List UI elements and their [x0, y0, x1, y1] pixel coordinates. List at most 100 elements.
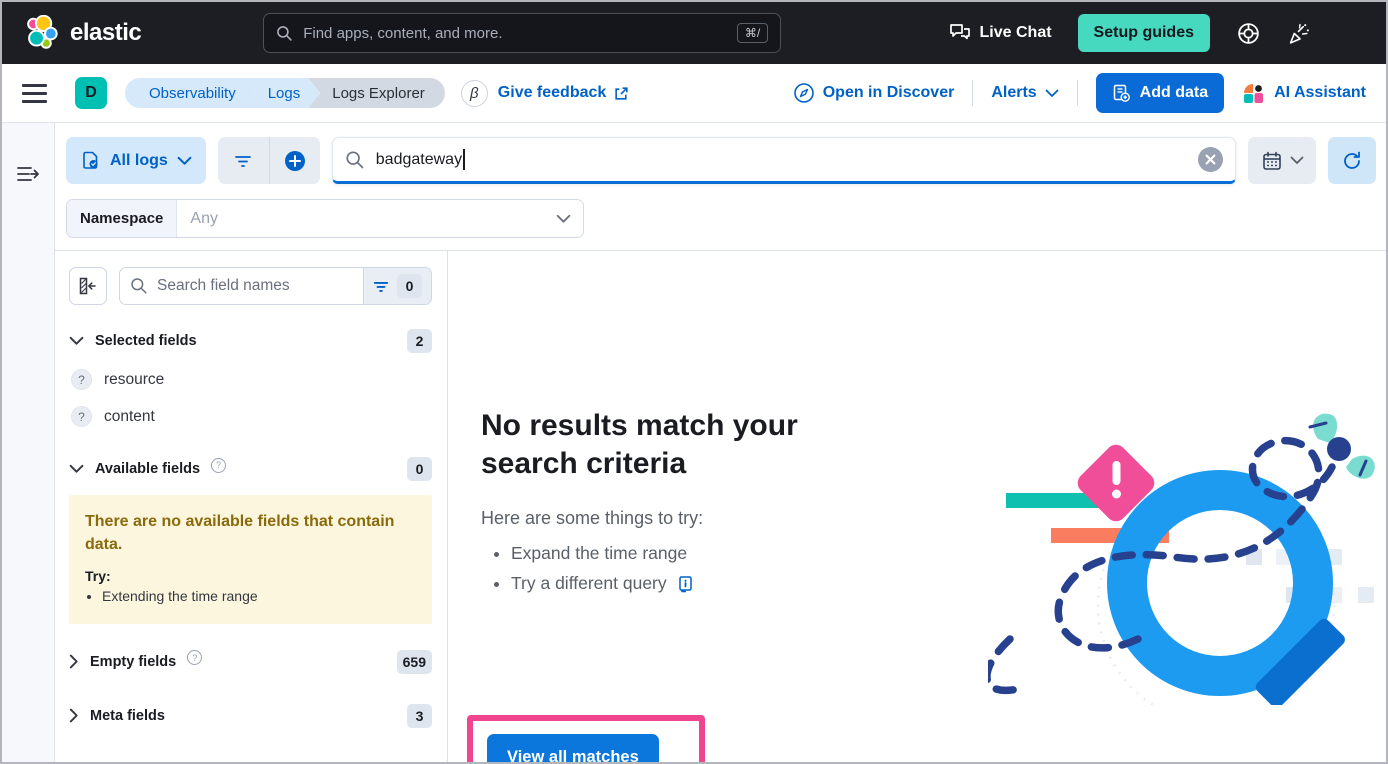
try-suggestion: Extending the time range [102, 587, 416, 607]
selected-fields-header[interactable]: Selected fields 2 [69, 329, 432, 353]
left-rail [2, 123, 55, 762]
global-header: elastic Find apps, content, and more. ⌘/… [2, 2, 1386, 64]
query-input[interactable]: badgateway [331, 137, 1236, 184]
help-button[interactable] [1236, 21, 1261, 46]
life-ring-icon [1238, 22, 1259, 44]
field-filter-button[interactable]: 0 [363, 268, 431, 304]
question-icon: ? [71, 406, 92, 427]
available-fields-count: 0 [407, 457, 432, 481]
field-item-content[interactable]: ? content [69, 406, 432, 427]
search-icon [277, 25, 292, 41]
collapse-sidebar-button[interactable] [69, 267, 107, 305]
namespace-label: Namespace [67, 200, 178, 237]
dataview-label: All logs [110, 151, 168, 169]
meta-fields-label: Meta fields [90, 707, 165, 724]
field-name: resource [104, 370, 165, 388]
selected-fields-count: 2 [407, 329, 432, 353]
question-icon: ? [71, 369, 92, 390]
elastic-logo-text: elastic [70, 19, 142, 46]
elastic-logo-icon [27, 15, 58, 49]
elastic-logo[interactable]: elastic [26, 15, 142, 51]
chevron-down-icon [69, 336, 84, 345]
available-fields-header[interactable]: Available fields ? 0 [69, 457, 432, 481]
space-avatar[interactable]: D [75, 77, 107, 109]
content-divider [55, 250, 1386, 251]
toolbar-divider [972, 80, 974, 106]
fly-illustration [1308, 413, 1375, 479]
available-fields-label: Available fields [95, 461, 201, 477]
main-menu-button[interactable] [22, 83, 47, 103]
ai-assistant-icon [1244, 83, 1264, 103]
no-results-panel: No results match your search criteria He… [448, 251, 1386, 762]
chevron-down-icon [69, 464, 84, 473]
give-feedback-label: Give feedback [497, 84, 607, 101]
beta-badge: β [460, 79, 488, 107]
app-toolbar: D Observability Logs Logs Explorer β Giv… [2, 64, 1386, 123]
chat-bubbles-icon [949, 24, 970, 40]
expand-menu-icon[interactable] [16, 165, 40, 183]
search-icon [346, 150, 364, 168]
breadcrumb-logs[interactable]: Logs [244, 78, 321, 108]
filter-list-button[interactable] [218, 137, 269, 184]
add-data-button[interactable]: Add data [1095, 73, 1225, 113]
alerts-menu-button[interactable]: Alerts [991, 84, 1059, 102]
add-data-label: Add data [1139, 84, 1209, 101]
no-results-lead: Here are some things to try: [481, 508, 704, 528]
clear-query-button[interactable] [1198, 147, 1223, 172]
app-body: All logs badgateway [2, 123, 1386, 762]
namespace-filter[interactable]: Namespace Any [66, 199, 584, 238]
header-actions: Live Chat Setup guides [949, 14, 1362, 52]
meta-fields-count: 3 [407, 703, 432, 728]
document-plus-icon [1113, 84, 1130, 102]
no-results-illustration [988, 413, 1375, 705]
chevron-down-icon [1290, 156, 1303, 164]
suggestion-list: Expand the time range Try a different qu… [511, 543, 1386, 594]
whats-new-button[interactable] [1287, 21, 1312, 46]
text-caret [463, 149, 465, 170]
toolbar-actions: Open in Discover Alerts Add data AI Assi… [793, 73, 1366, 113]
meta-fields-header[interactable]: Meta fields 3 [69, 703, 432, 728]
close-icon [1205, 154, 1216, 165]
refresh-icon [1344, 151, 1360, 169]
dataview-picker-button[interactable]: All logs [66, 137, 206, 184]
plus-circle-icon [284, 150, 305, 171]
global-search-placeholder: Find apps, content, and more. [303, 24, 503, 42]
help-question-icon: ? [211, 457, 227, 473]
live-chat-button[interactable]: Live Chat [949, 23, 1052, 43]
date-picker-button[interactable] [1248, 137, 1316, 184]
query-docs-icon[interactable] [677, 575, 695, 593]
fields-sidebar: Search field names 0 Selected fields 2 [55, 251, 448, 762]
external-link-icon [615, 86, 628, 100]
live-chat-label: Live Chat [979, 24, 1052, 41]
party-popper-icon [1289, 23, 1309, 44]
namespace-value: Any [190, 209, 218, 227]
filter-controls [217, 137, 320, 184]
no-results-title: No results match your search criteria [481, 409, 798, 480]
view-all-matches-button[interactable]: View all matches [487, 734, 659, 762]
open-in-discover-link[interactable]: Open in Discover [793, 82, 954, 104]
results-area: Search field names 0 Selected fields 2 [55, 251, 1386, 762]
setup-guides-button[interactable]: Setup guides [1077, 14, 1210, 52]
global-search-input[interactable]: Find apps, content, and more. ⌘/ [263, 13, 782, 53]
empty-fields-count: 659 [396, 649, 432, 674]
suggestion-item: Expand the time range [511, 543, 1386, 564]
query-bar: All logs badgateway [55, 123, 1386, 184]
field-item-resource[interactable]: ? resource [69, 369, 432, 390]
calendar-icon [1262, 151, 1281, 170]
ai-assistant-button[interactable]: AI Assistant [1242, 82, 1366, 105]
main-content: All logs badgateway [55, 123, 1386, 762]
refresh-button[interactable] [1328, 137, 1376, 184]
alerts-label: Alerts [991, 84, 1037, 101]
chevron-right-icon [69, 709, 78, 723]
empty-fields-label: Empty fields [90, 653, 177, 670]
add-filter-button[interactable] [268, 137, 320, 184]
chevron-right-icon [69, 655, 78, 669]
no-fields-callout: There are no available fields that conta… [69, 495, 432, 624]
breadcrumb-logs-explorer: Logs Explorer [308, 78, 445, 108]
give-feedback-link[interactable]: Give feedback [498, 84, 630, 102]
empty-fields-header[interactable]: Empty fields ? 659 [69, 649, 432, 674]
try-label: Try: [85, 568, 111, 585]
breadcrumb-observability[interactable]: Observability [125, 78, 256, 108]
filter-icon [373, 281, 389, 292]
field-search-input[interactable]: Search field names 0 [119, 267, 432, 305]
